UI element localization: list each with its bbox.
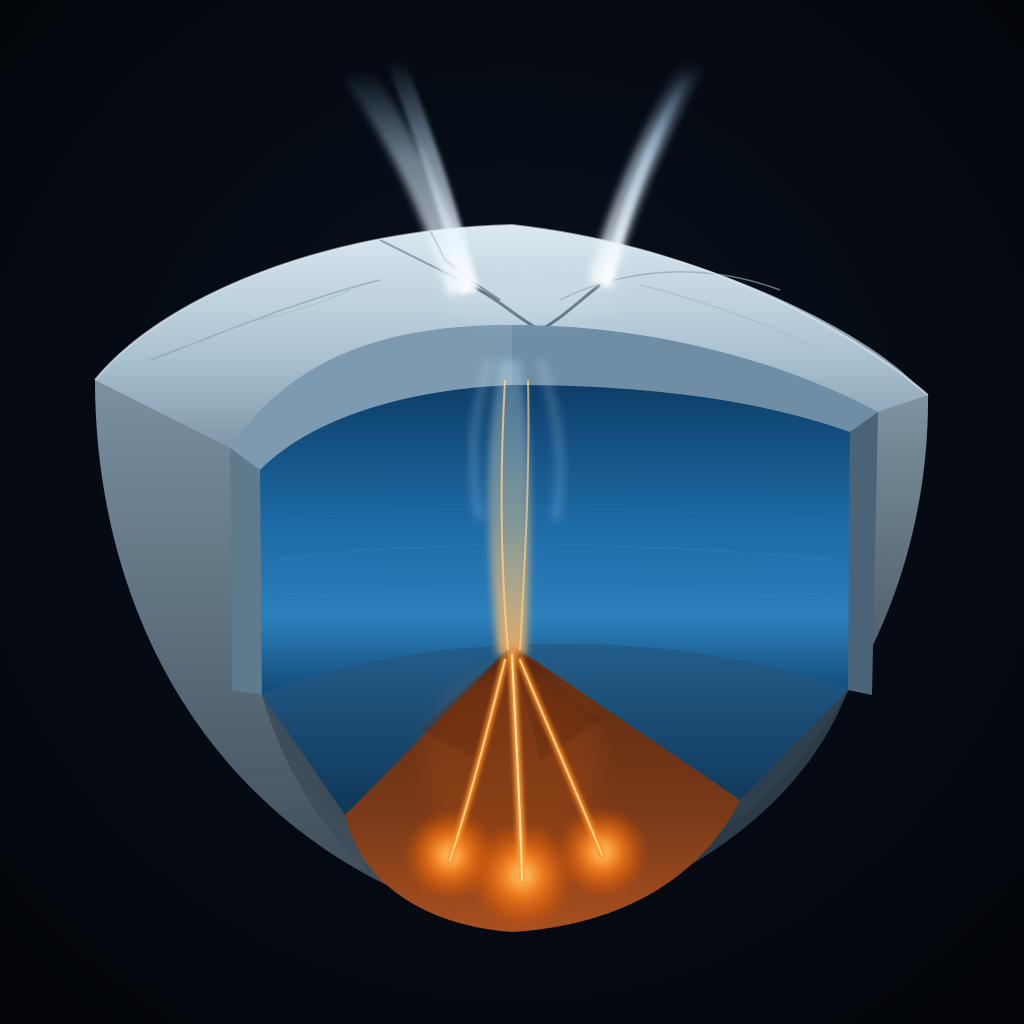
ocean-plume — [468, 358, 565, 655]
ice-rim-highlight — [94, 223, 929, 396]
subsurface-ocean — [260, 385, 850, 815]
lava-channels — [447, 651, 605, 884]
ice-layer-cutaway — [95, 325, 878, 930]
surface-geyser-plumes — [343, 40, 706, 320]
